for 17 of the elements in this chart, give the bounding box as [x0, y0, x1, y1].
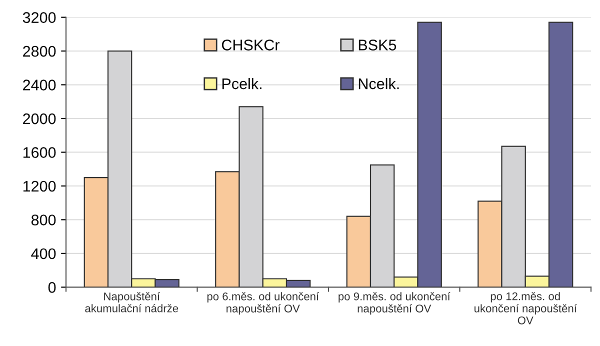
x-tick-label: po 6.měs. od ukončení napouštění OV: [207, 292, 320, 315]
legend-label: Pcelk.: [222, 78, 262, 90]
y-tick-label: 2800: [23, 46, 56, 57]
y-tick-label: 1200: [23, 180, 56, 192]
x-tick-label: po 12.měs. od ukončení napouštění OV: [474, 292, 577, 324]
legend-label: Ncelk.: [358, 78, 399, 90]
x-tick-label: po 9.měs. od ukončení napouštění OV: [338, 292, 450, 315]
legend-label: BSK5: [358, 40, 396, 50]
y-tick-label: 1600: [23, 147, 56, 158]
y-tick-label: 2000: [23, 113, 56, 124]
y-tick-label: 0: [48, 282, 56, 293]
y-tick-label: 400: [31, 248, 56, 260]
y-tick-label: 3200: [22, 12, 56, 23]
y-tick-label: 800: [31, 214, 56, 226]
legend-label: CHSKCr: [222, 40, 280, 50]
x-tick-label: Napouštění akumulační nádrže: [85, 292, 178, 312]
y-tick-label: 2400: [23, 80, 56, 90]
